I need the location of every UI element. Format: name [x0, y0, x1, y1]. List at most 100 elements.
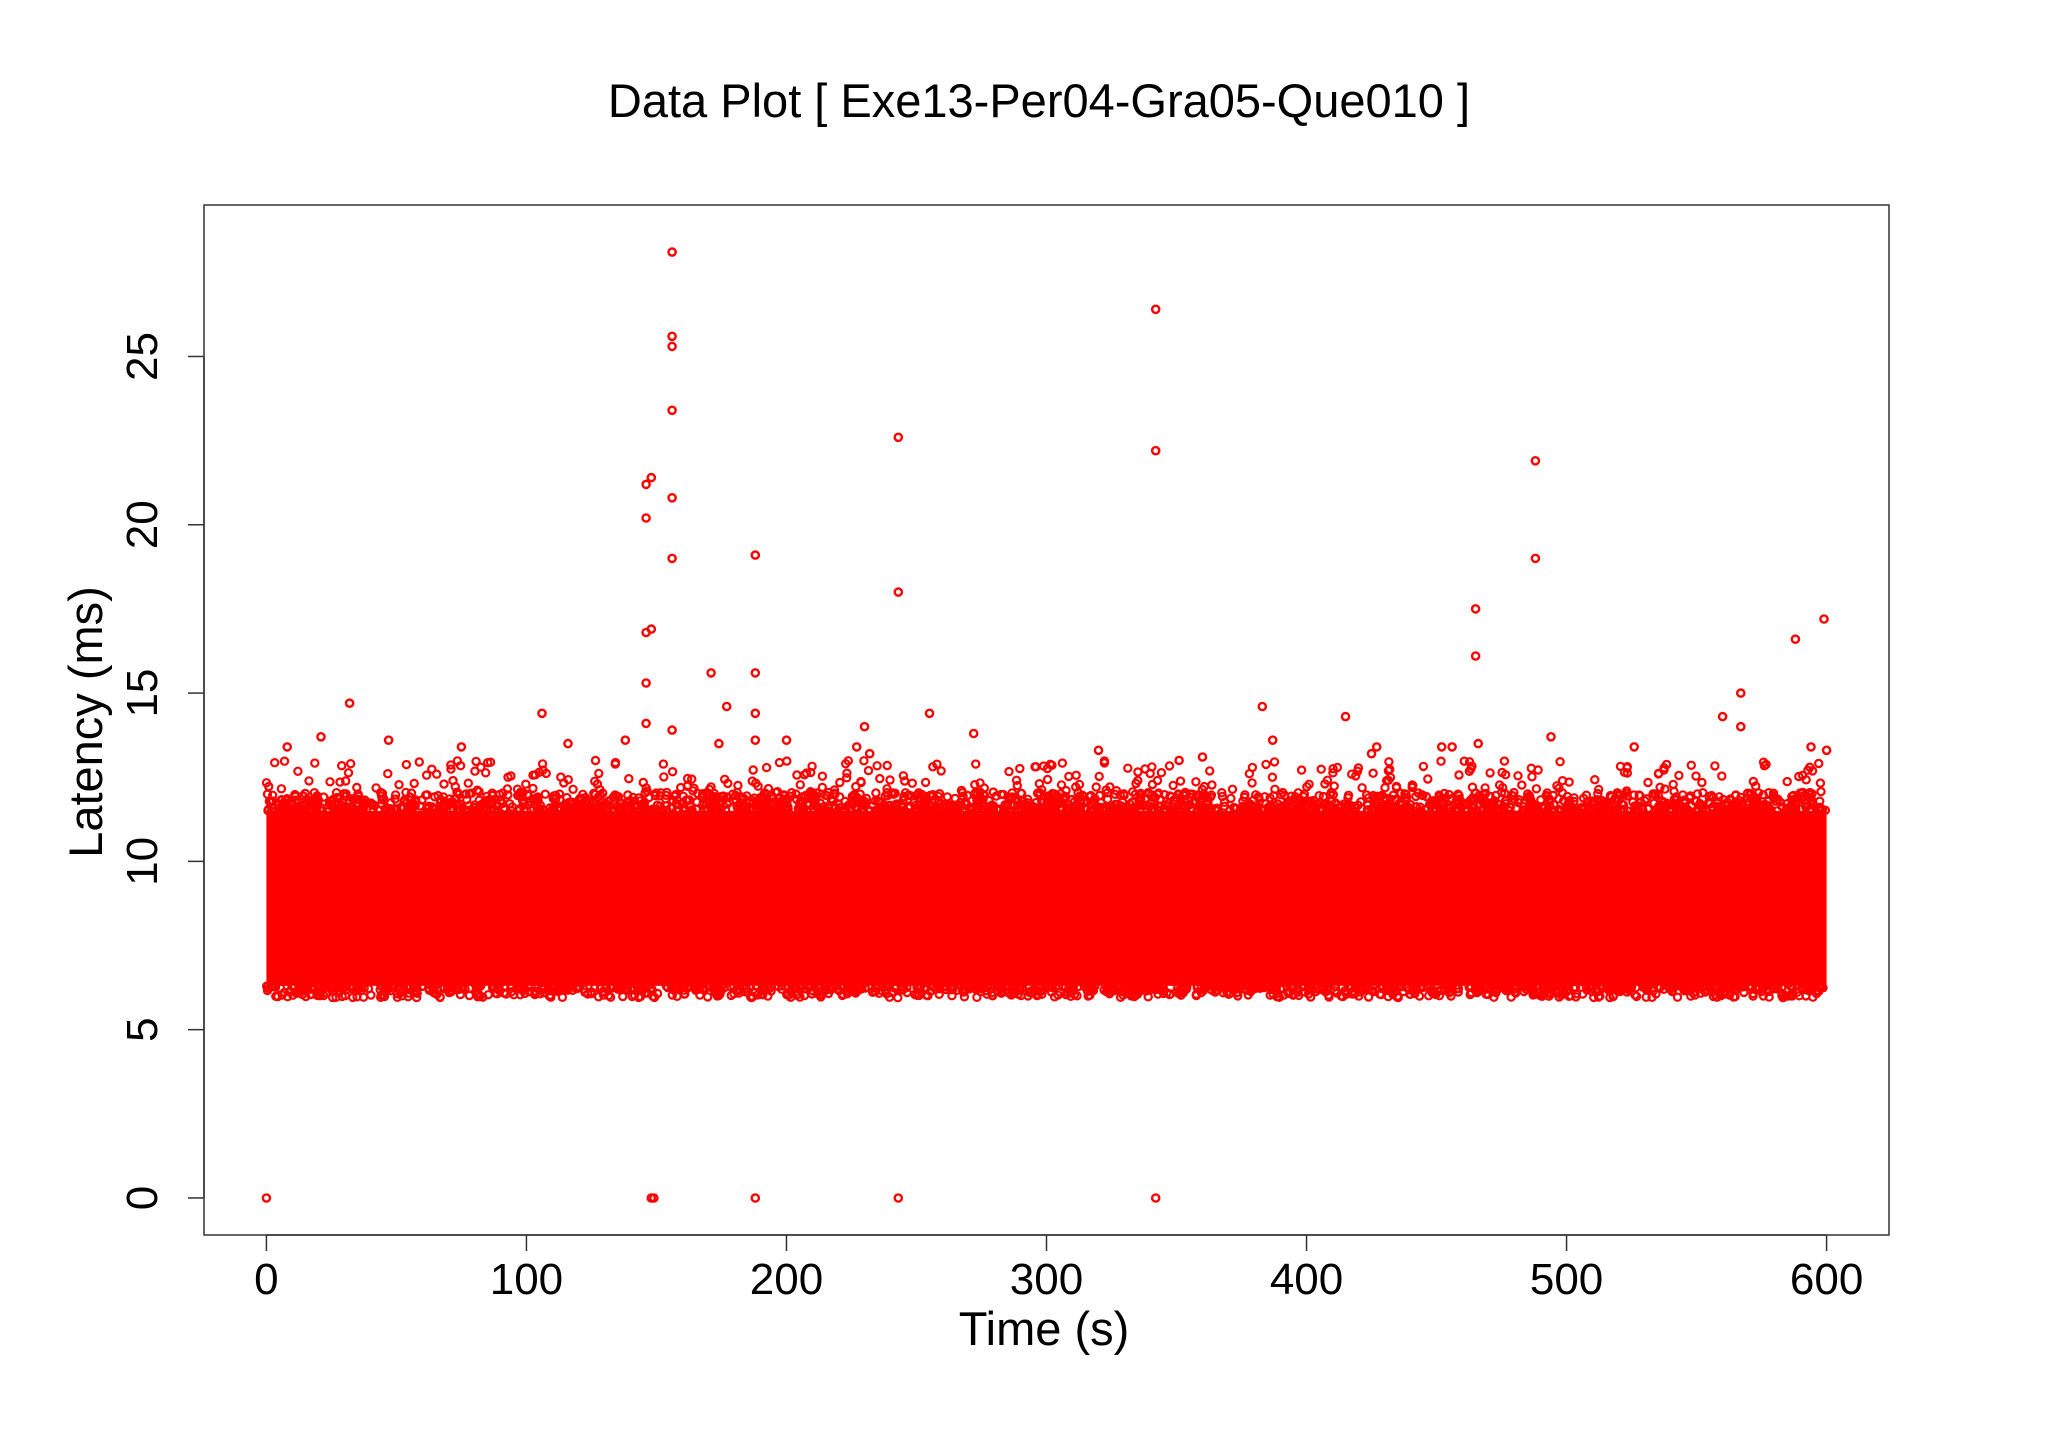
data-point — [1721, 801, 1731, 811]
data-point — [850, 988, 861, 998]
data-point — [1326, 787, 1337, 798]
data-point — [1168, 795, 1179, 805]
data-point — [616, 984, 627, 994]
dense-band-core — [266, 810, 1827, 986]
data-point — [1267, 772, 1278, 782]
outlier-point — [851, 742, 862, 752]
data-point — [1750, 793, 1760, 804]
data-point — [1400, 789, 1410, 799]
data-point — [487, 790, 498, 801]
outlier-point — [714, 738, 724, 749]
data-point — [1244, 769, 1255, 779]
outlier-point — [968, 728, 979, 739]
data-point — [1717, 771, 1727, 781]
data-point — [1489, 992, 1499, 1002]
x-tick-label: 500 — [1530, 1255, 1603, 1304]
data-point — [1464, 766, 1475, 777]
data-point — [1590, 775, 1600, 785]
data-point — [1118, 990, 1128, 1000]
data-point — [292, 988, 302, 999]
data-point — [1399, 804, 1409, 814]
data-point — [1041, 981, 1051, 991]
y-tick-label: 5 — [118, 1017, 167, 1041]
data-point — [752, 800, 762, 810]
data-point — [279, 756, 290, 766]
data-point — [518, 788, 528, 798]
data-point — [1405, 799, 1415, 810]
data-point — [1503, 981, 1514, 991]
data-point — [433, 790, 443, 801]
data-point — [735, 803, 745, 814]
data-point — [1451, 795, 1462, 806]
data-point — [1587, 987, 1597, 997]
data-point — [1499, 804, 1509, 814]
data-point — [735, 985, 745, 995]
data-point — [1471, 984, 1482, 994]
data-point — [548, 803, 558, 813]
data-point — [1022, 806, 1033, 816]
data-point — [792, 770, 802, 780]
data-point — [979, 805, 989, 816]
data-point — [1764, 788, 1774, 798]
outlier-point — [1340, 711, 1351, 722]
data-point — [1090, 981, 1100, 991]
data-point — [1593, 784, 1604, 795]
data-point — [1733, 982, 1744, 993]
data-point — [740, 987, 750, 997]
data-point — [290, 795, 301, 805]
data-point — [328, 992, 338, 1003]
data-point — [684, 981, 694, 991]
data-point — [1127, 787, 1138, 797]
data-point — [1622, 762, 1633, 772]
data-point — [847, 791, 858, 802]
data-point — [1074, 779, 1085, 790]
data-point — [629, 796, 640, 806]
data-point — [1191, 990, 1202, 1001]
data-point — [658, 759, 669, 769]
data-point — [698, 798, 709, 808]
data-point — [554, 789, 565, 799]
data-point — [1407, 782, 1417, 793]
data-point — [791, 990, 802, 1000]
data-point — [777, 984, 787, 994]
data-point — [290, 791, 301, 802]
data-point — [652, 800, 663, 810]
data-point — [915, 982, 925, 992]
outlier-point — [1093, 745, 1104, 756]
data-point — [1015, 763, 1025, 774]
data-point — [1073, 981, 1084, 992]
data-point — [1715, 986, 1725, 996]
data-point — [1204, 766, 1215, 776]
data-point — [935, 799, 946, 810]
data-point — [1244, 802, 1254, 812]
data-point — [1322, 985, 1333, 996]
data-point — [1763, 985, 1774, 995]
data-point — [1531, 784, 1542, 794]
outlier-point — [641, 718, 651, 729]
data-point — [1569, 793, 1579, 803]
data-point — [562, 792, 572, 803]
outlier-point — [1366, 748, 1377, 759]
data-point — [932, 983, 942, 994]
data-point — [1578, 793, 1589, 804]
data-point — [343, 768, 354, 778]
data-point — [1056, 780, 1067, 790]
data-point — [293, 766, 303, 777]
data-point — [568, 784, 578, 795]
data-point — [775, 801, 785, 811]
data-point — [1555, 757, 1565, 767]
data-point — [835, 777, 845, 788]
data-point — [970, 780, 980, 790]
data-point — [1363, 992, 1374, 1002]
data-point — [1801, 798, 1811, 809]
outlier-point — [1736, 721, 1746, 732]
outlier-point — [456, 742, 467, 752]
data-point — [354, 791, 364, 802]
data-point — [960, 799, 971, 810]
data-point — [482, 795, 492, 805]
data-point — [1228, 982, 1238, 992]
data-point — [1099, 758, 1110, 768]
data-point — [1547, 982, 1558, 992]
data-point — [538, 765, 548, 775]
data-point — [1650, 790, 1661, 800]
